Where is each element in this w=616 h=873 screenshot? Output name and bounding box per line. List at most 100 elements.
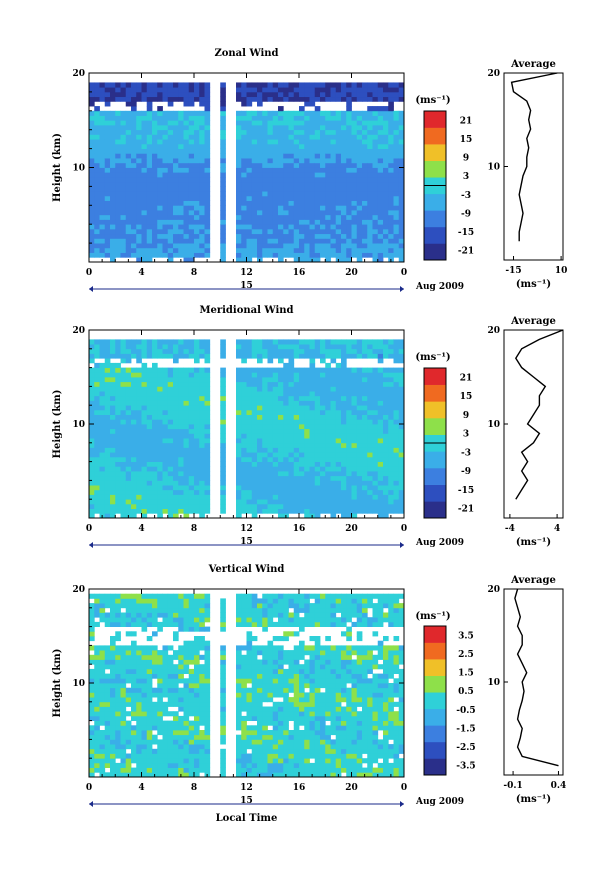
heatmap-cell bbox=[152, 386, 158, 392]
heatmap-cell bbox=[89, 219, 95, 225]
heatmap-cell bbox=[99, 748, 106, 754]
heatmap-cell bbox=[188, 475, 195, 481]
heatmap-cell bbox=[194, 673, 200, 679]
heatmap-cell bbox=[309, 433, 316, 439]
heatmap-cell bbox=[146, 233, 153, 239]
heatmap-cell bbox=[283, 381, 289, 387]
heatmap-cell bbox=[157, 659, 163, 665]
heatmap-cell bbox=[346, 243, 352, 249]
heatmap-cell bbox=[120, 143, 127, 150]
heatmap-cell bbox=[125, 678, 132, 684]
heatmap-cell bbox=[125, 243, 132, 249]
heatmap-cell bbox=[131, 683, 137, 689]
heatmap-cell bbox=[251, 372, 258, 378]
heatmap-cell bbox=[167, 508, 174, 514]
heatmap-cell bbox=[194, 664, 200, 670]
heatmap-cell bbox=[173, 767, 179, 773]
heatmap-cell bbox=[104, 358, 111, 364]
heatmap-cell bbox=[94, 252, 100, 258]
heatmap-cell bbox=[204, 424, 211, 430]
heatmap-cell bbox=[125, 438, 132, 444]
heatmap-cell bbox=[146, 701, 153, 707]
heatmap-cell bbox=[314, 381, 321, 387]
heatmap-cell bbox=[173, 358, 179, 364]
heatmap-cell bbox=[283, 386, 289, 392]
heatmap-cell bbox=[104, 96, 111, 102]
heatmap-cell bbox=[241, 195, 247, 201]
heatmap-cell bbox=[104, 372, 111, 378]
heatmap-cell bbox=[398, 143, 405, 150]
colorbar-swatch bbox=[424, 111, 446, 128]
heatmap-cell bbox=[89, 678, 95, 684]
heatmap-cell bbox=[89, 224, 95, 230]
colorbar-tick-label: -15 bbox=[458, 228, 474, 238]
heatmap-cell bbox=[299, 433, 305, 439]
heatmap-cell bbox=[99, 367, 106, 373]
heatmap-cell bbox=[362, 243, 368, 249]
heatmap-cell bbox=[183, 598, 190, 604]
heatmap-cell bbox=[125, 158, 132, 164]
heatmap-cell bbox=[377, 224, 384, 230]
heatmap-cell bbox=[99, 362, 106, 368]
heatmap-cell bbox=[99, 405, 106, 411]
heatmap-cell bbox=[288, 499, 295, 505]
heatmap-cell bbox=[94, 200, 100, 206]
heatmap-cell bbox=[120, 621, 127, 627]
heatmap-cell bbox=[262, 247, 268, 253]
heatmap-cell bbox=[398, 424, 405, 430]
heatmap-cell bbox=[162, 664, 169, 670]
heatmap-cell bbox=[257, 367, 263, 373]
heatmap-cell bbox=[194, 205, 200, 211]
heatmap-cell bbox=[173, 110, 179, 116]
heatmap-cell bbox=[104, 664, 111, 670]
heatmap-cell bbox=[89, 485, 95, 491]
heatmap-cell bbox=[141, 433, 148, 439]
heatmap-cell bbox=[183, 664, 190, 670]
heatmap-cell bbox=[356, 153, 363, 159]
heatmap-cell bbox=[288, 134, 295, 140]
heatmap-cell bbox=[99, 664, 106, 670]
heatmap-cell bbox=[251, 200, 258, 206]
heatmap-cell bbox=[157, 433, 163, 439]
heatmap-cell bbox=[262, 134, 268, 140]
heatmap-cell bbox=[388, 233, 394, 239]
heatmap-cell bbox=[236, 456, 242, 462]
heatmap-cell bbox=[104, 247, 111, 253]
heatmap-cell bbox=[257, 438, 263, 444]
heatmap-cell bbox=[110, 715, 116, 721]
heatmap-cell bbox=[99, 762, 106, 768]
heatmap-cell bbox=[141, 664, 148, 670]
heatmap-cell bbox=[309, 391, 316, 397]
heatmap-cell bbox=[99, 447, 106, 453]
heatmap-cell bbox=[178, 120, 184, 126]
heatmap-cell bbox=[152, 82, 158, 88]
heatmap-cell bbox=[262, 210, 268, 216]
heatmap-cell bbox=[178, 471, 184, 477]
heatmap-cell bbox=[173, 758, 179, 764]
heatmap-cell bbox=[314, 499, 321, 505]
heatmap-cell bbox=[309, 214, 316, 220]
heatmap-cell bbox=[188, 224, 195, 230]
heatmap-cell bbox=[341, 167, 347, 173]
heatmap-cell bbox=[362, 228, 368, 235]
heatmap-cell bbox=[188, 233, 195, 239]
heatmap-cell bbox=[398, 480, 405, 486]
heatmap-cell bbox=[131, 452, 137, 458]
heatmap-cell bbox=[131, 631, 137, 637]
heatmap-cell bbox=[94, 508, 100, 514]
heatmap-cell bbox=[89, 167, 95, 173]
heatmap-cell bbox=[89, 176, 95, 183]
heatmap-cell bbox=[204, 228, 211, 235]
heatmap-cell bbox=[115, 447, 121, 453]
heatmap-cell bbox=[89, 424, 95, 430]
heatmap-cell bbox=[341, 419, 347, 425]
heatmap-cell bbox=[220, 106, 226, 112]
heatmap-cell bbox=[278, 395, 284, 401]
heatmap-cell bbox=[162, 120, 169, 126]
heatmap-cell bbox=[346, 395, 352, 401]
heatmap-cell bbox=[188, 499, 195, 505]
heatmap-cell bbox=[325, 339, 331, 345]
heatmap-cell bbox=[293, 419, 300, 425]
heatmap-cell bbox=[167, 711, 174, 717]
heatmap-cell bbox=[89, 243, 95, 249]
